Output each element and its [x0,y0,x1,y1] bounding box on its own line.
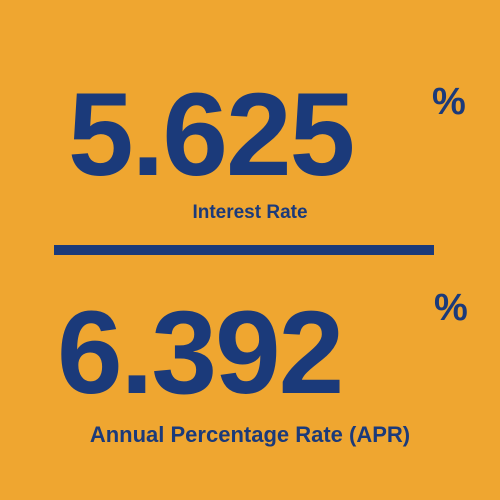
interest-rate-percent-sign: % [432,81,466,123]
interest-rate-value: 5.625 [68,69,355,201]
apr-percent-sign: % [434,287,468,329]
interest-rate-label: Interest Rate [192,202,308,223]
apr-label: Annual Percentage Rate (APR) [89,422,411,447]
apr-value: 6.392 [57,287,344,419]
divider [54,245,434,255]
